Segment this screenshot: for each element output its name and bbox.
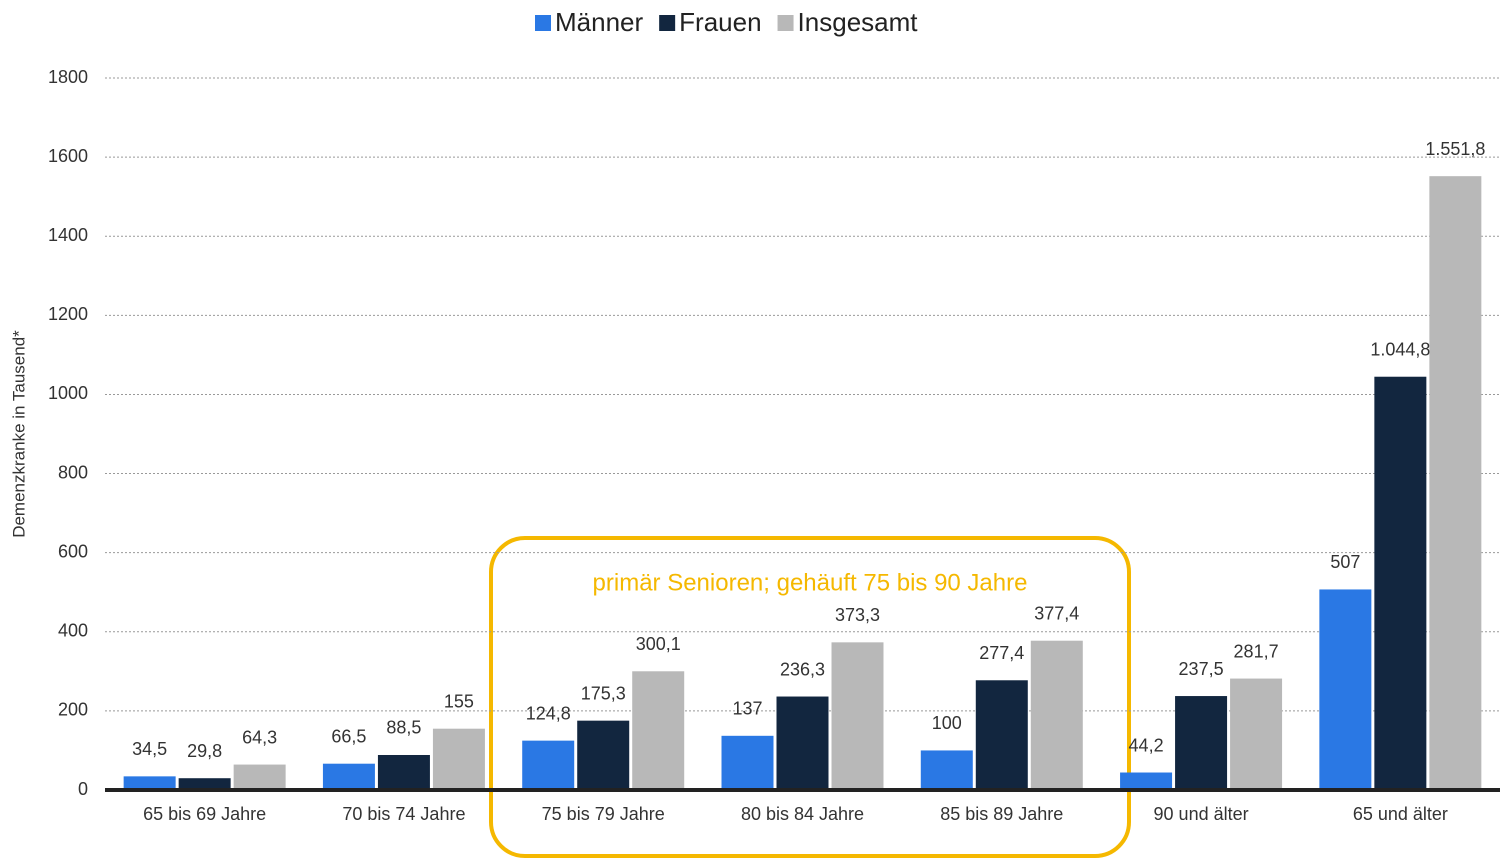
bar — [721, 735, 774, 790]
data-label: 1.551,8 — [1425, 139, 1485, 159]
bar — [577, 720, 630, 790]
legend-swatch — [777, 15, 794, 31]
data-label: 44,2 — [1129, 735, 1164, 755]
data-label: 377,4 — [1034, 603, 1079, 623]
y-tick-label: 1200 — [48, 304, 88, 324]
annotation: primär Senioren; gehäuft 75 bis 90 Jahre — [593, 569, 1028, 596]
y-tick-label: 1000 — [48, 383, 88, 403]
bar — [178, 778, 231, 790]
bar — [432, 728, 485, 790]
data-label: 100 — [932, 713, 962, 733]
bar — [1319, 589, 1372, 790]
data-label: 124,8 — [526, 703, 571, 723]
bar — [920, 750, 973, 790]
data-label: 237,5 — [1179, 659, 1224, 679]
x-tick-label: 65 bis 69 Jahre — [143, 804, 266, 824]
data-label: 507 — [1330, 552, 1360, 572]
bar — [1230, 678, 1283, 790]
y-tick-label: 800 — [58, 462, 88, 482]
legend-label: Insgesamt — [798, 7, 919, 37]
legend-label: Männer — [555, 7, 643, 37]
legend-swatch — [659, 15, 676, 31]
y-tick-label: 400 — [58, 621, 88, 641]
x-tick-label: 90 und älter — [1154, 804, 1249, 824]
bar — [975, 680, 1028, 790]
y-axis-label: Demenzkranke in Tausend* — [9, 330, 28, 538]
data-label: 281,7 — [1234, 641, 1279, 661]
bar — [522, 740, 575, 790]
bar — [123, 776, 176, 790]
data-label: 29,8 — [187, 741, 222, 761]
x-tick-label: 85 bis 89 Jahre — [940, 804, 1063, 824]
bar — [1175, 696, 1228, 790]
data-label: 64,3 — [242, 727, 277, 747]
bar — [233, 764, 286, 790]
data-label: 34,5 — [132, 739, 167, 759]
legend-swatch — [535, 15, 551, 31]
y-tick-label: 600 — [58, 541, 88, 561]
legend-label: Frauen — [679, 7, 761, 37]
y-tick-label: 200 — [58, 700, 88, 720]
annotation-box — [489, 536, 1131, 858]
data-label: 277,4 — [979, 643, 1024, 663]
bar — [1429, 176, 1482, 791]
x-tick-label: 65 und älter — [1353, 804, 1448, 824]
data-label: 1.044,8 — [1370, 339, 1430, 359]
data-label: 66,5 — [331, 726, 366, 746]
data-label: 373,3 — [835, 605, 880, 625]
data-label: 300,1 — [636, 634, 681, 654]
y-tick-label: 1800 — [48, 67, 88, 87]
y-tick-label: 1600 — [48, 146, 88, 166]
bar — [1120, 772, 1173, 790]
data-label: 175,3 — [581, 683, 626, 703]
x-tick-label: 80 bis 84 Jahre — [741, 804, 864, 824]
bar — [632, 671, 685, 790]
data-label: 137 — [732, 699, 762, 719]
y-tick-label: 1400 — [48, 225, 88, 245]
y-tick-label: 0 — [78, 779, 88, 799]
x-tick-label: 75 bis 79 Jahre — [542, 804, 665, 824]
bar — [322, 763, 375, 790]
bar — [831, 642, 884, 790]
x-tick-label: 70 bis 74 Jahre — [342, 804, 465, 824]
bar — [1374, 376, 1427, 790]
bar — [776, 696, 829, 790]
bar — [377, 754, 430, 790]
data-label: 88,5 — [386, 718, 421, 738]
data-label: 155 — [444, 691, 474, 711]
data-label: 236,3 — [780, 659, 825, 679]
bar — [1030, 640, 1083, 790]
